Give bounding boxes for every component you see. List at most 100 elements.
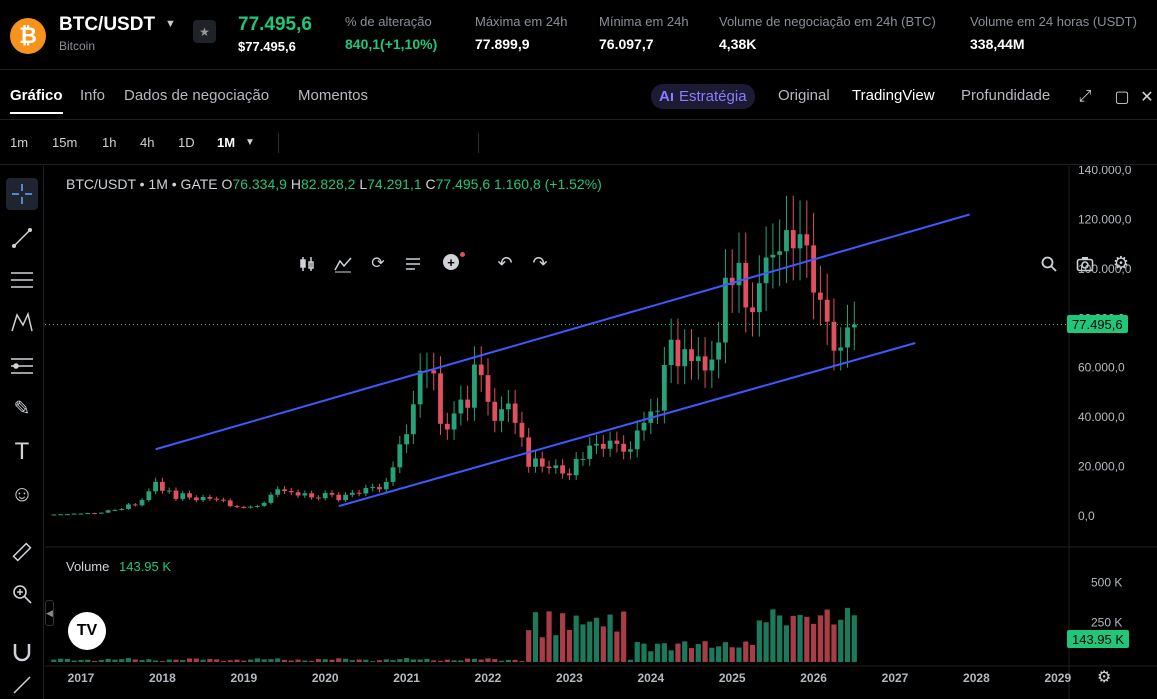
- price-axis-label: 20.000,0: [1078, 460, 1125, 474]
- candle-body: [241, 506, 247, 508]
- fib-retracement-icon[interactable]: [6, 350, 38, 382]
- timeframe-1mo[interactable]: 1M: [217, 135, 236, 150]
- price-axis-label: 0,0: [1078, 509, 1095, 523]
- refresh-icon[interactable]: ⟳: [371, 255, 385, 272]
- candle-body: [614, 440, 620, 444]
- candle-body: [180, 493, 186, 499]
- pair-selector[interactable]: BTC/USDT: [59, 14, 156, 35]
- favorite-star-icon[interactable]: ★: [193, 20, 216, 43]
- view-original[interactable]: Original: [778, 87, 830, 104]
- camera-icon[interactable]: [1076, 255, 1094, 273]
- volume-bar: [275, 658, 281, 662]
- view-tradingview[interactable]: TradingView: [852, 87, 935, 104]
- search-icon[interactable]: [1040, 255, 1058, 273]
- legend-low: 74.291,1: [367, 176, 422, 192]
- candle-body: [254, 505, 260, 507]
- candle-body: [410, 404, 416, 435]
- volume-bar: [119, 659, 125, 662]
- volume-bar: [397, 659, 403, 662]
- tab-info[interactable]: Info: [80, 87, 106, 104]
- stat-volume-usdt: Volume em 24 horas (USDT) 338,44M: [970, 14, 1137, 52]
- timeframe-1h[interactable]: 1h: [102, 135, 117, 150]
- volume-bar: [336, 658, 342, 662]
- horizontal-lines-icon[interactable]: [6, 264, 38, 296]
- redo-icon[interactable]: ↷: [532, 252, 548, 273]
- volume-bar: [709, 647, 715, 662]
- caret-down-icon[interactable]: ▼: [165, 18, 176, 30]
- candle-body: [709, 359, 715, 371]
- lock-icon[interactable]: [6, 672, 38, 698]
- stat-change: % de alteração 840,1(+1,10%): [345, 14, 437, 52]
- candle-body: [831, 321, 837, 351]
- legend-close: 77.495,6: [435, 176, 491, 192]
- stat-low: Mínima em 24h 76.097,7: [599, 14, 689, 52]
- volume-bar: [587, 621, 593, 662]
- timeframe-4h[interactable]: 4h: [140, 135, 155, 150]
- volume-bar: [132, 659, 138, 662]
- candle-body: [485, 375, 491, 402]
- volume-bar: [200, 659, 206, 662]
- tab-grafico[interactable]: Gráfico: [10, 87, 63, 114]
- candle-body: [600, 443, 606, 449]
- layout-icon[interactable]: [404, 255, 422, 273]
- stat-volume-btc: Volume de negociação em 24h (BTC) 4,38K: [719, 14, 936, 52]
- candle-body: [160, 481, 165, 491]
- candle-body: [675, 339, 681, 367]
- volume-bar: [241, 660, 247, 662]
- trend-line-icon[interactable]: [6, 222, 38, 254]
- candle-body: [621, 443, 627, 452]
- volume-bar: [349, 660, 355, 662]
- candle-body: [478, 364, 484, 376]
- indicators-icon[interactable]: [334, 255, 352, 273]
- strategy-button[interactable]: Aı Estratégia: [651, 84, 755, 109]
- timeframe-1d[interactable]: 1D: [178, 135, 195, 150]
- notification-dot: [460, 252, 465, 257]
- volume-bar: [234, 659, 240, 662]
- chart-toolbar: 1m 15m 1h 4h 1D 1M ▼ ⟳ + ↶ ↷ ⚙: [0, 121, 1157, 273]
- candle-body: [784, 230, 789, 252]
- expand-icon[interactable]: ⤢: [1078, 88, 1092, 105]
- last-volume-tag: 143.95 K: [1067, 630, 1130, 648]
- magnet-icon[interactable]: [6, 636, 38, 668]
- brush-icon[interactable]: ✎: [13, 397, 31, 420]
- volume-bar: [315, 659, 322, 662]
- settings-gear-icon[interactable]: ⚙: [1112, 252, 1130, 273]
- price-chart[interactable]: 140.000,0120.000,0100.000,080.000,060.00…: [45, 166, 1157, 699]
- text-tool-icon[interactable]: T: [14, 438, 30, 465]
- volume-bar: [566, 629, 572, 662]
- volume-bar: [702, 641, 708, 662]
- candle-body: [65, 514, 70, 516]
- candle-body: [214, 498, 220, 500]
- view-profundidade[interactable]: Profundidade: [961, 87, 1051, 104]
- ruler-icon[interactable]: [6, 536, 38, 568]
- volume-bar: [641, 643, 647, 662]
- volume-bar: [186, 658, 193, 662]
- candle-body: [804, 234, 810, 246]
- candle-body: [295, 492, 301, 496]
- close-icon[interactable]: ✕: [1140, 89, 1154, 106]
- timeframe-1m[interactable]: 1m: [10, 135, 29, 150]
- tab-momentos[interactable]: Momentos: [298, 87, 369, 104]
- pattern-icon[interactable]: [6, 306, 38, 338]
- candle-body: [702, 356, 708, 371]
- add-icon[interactable]: +: [443, 254, 459, 270]
- candle-body: [580, 458, 586, 460]
- emoji-icon[interactable]: ☺: [10, 481, 34, 506]
- chevron-down-icon[interactable]: ▼: [245, 137, 255, 148]
- zoom-in-icon[interactable]: [6, 578, 38, 610]
- collapse-toggle[interactable]: ◀: [45, 600, 54, 626]
- window-icon[interactable]: ▢: [1114, 89, 1130, 106]
- candle-body: [126, 504, 131, 509]
- volume-bar: [51, 659, 57, 662]
- volume-bar: [688, 648, 695, 662]
- crosshair-icon[interactable]: [6, 178, 38, 210]
- volume-bar: [78, 660, 84, 662]
- volume-bar: [431, 660, 437, 662]
- legend-change: 1.160,8 (+1.52%): [494, 176, 602, 192]
- axis-settings-icon[interactable]: ⚙: [1097, 669, 1112, 686]
- timeframe-15m[interactable]: 15m: [52, 135, 78, 150]
- candles-icon[interactable]: [298, 255, 316, 273]
- time-axis-label: 2026: [800, 671, 827, 685]
- tab-dados[interactable]: Dados de negociação: [124, 87, 270, 104]
- undo-icon[interactable]: ↶: [497, 252, 513, 273]
